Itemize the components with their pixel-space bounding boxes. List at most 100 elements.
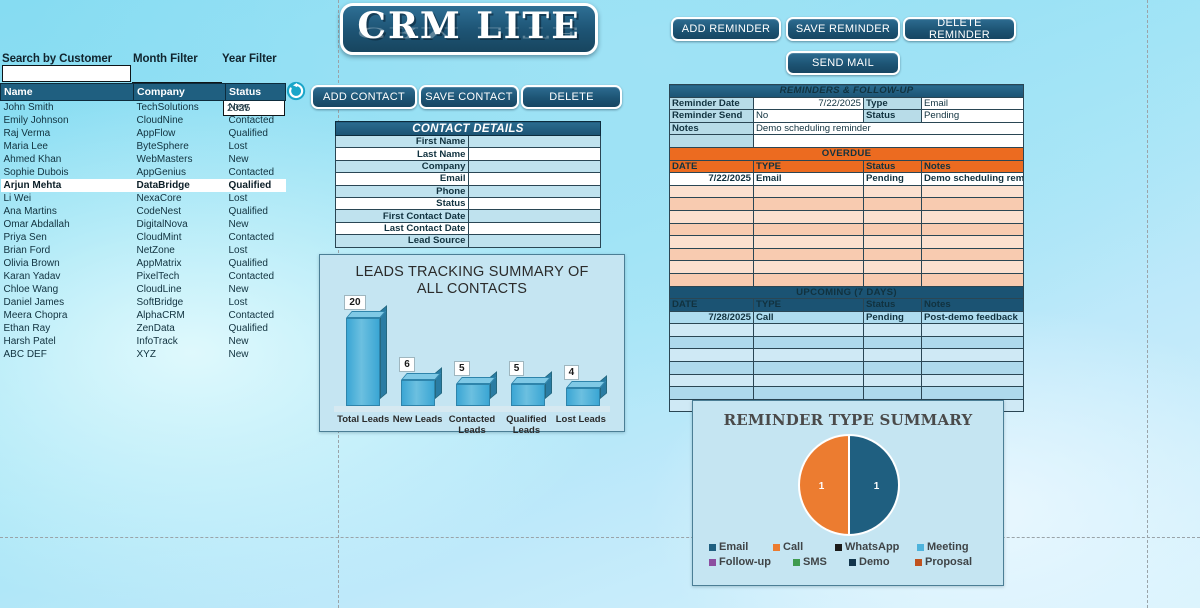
table-row[interactable]: Daniel James SoftBridge Lost bbox=[1, 296, 286, 309]
reminder-type-value[interactable]: Email bbox=[920, 96, 1025, 111]
contact-status: Lost bbox=[228, 297, 248, 308]
contact-company: NetZone bbox=[136, 245, 175, 256]
upcoming-row[interactable] bbox=[669, 348, 1025, 363]
table-row[interactable]: Ahmed Khan WebMasters New bbox=[1, 153, 286, 166]
table-row[interactable]: Priya Sen CloudMint Contacted bbox=[1, 231, 286, 244]
overdue-row-date bbox=[669, 184, 754, 199]
table-row[interactable]: Li Wei NexaCore Lost bbox=[1, 192, 286, 205]
pie-legend-item[interactable]: Call bbox=[773, 541, 835, 553]
overdue-row[interactable] bbox=[669, 184, 1025, 199]
reminder-status-value[interactable]: Pending bbox=[920, 109, 1025, 123]
contact-company: AppMatrix bbox=[136, 258, 182, 269]
overdue-row[interactable] bbox=[669, 209, 1025, 224]
contact-detail-label: First Contact Date bbox=[335, 209, 469, 223]
table-row[interactable]: John Smith TechSolutions New bbox=[1, 101, 286, 115]
overdue-row-date: 7/22/2025 bbox=[669, 172, 754, 186]
column-header-name[interactable]: Name bbox=[0, 83, 134, 101]
upcoming-row-date bbox=[669, 348, 754, 363]
contact-status: New bbox=[228, 219, 249, 230]
pie-slice[interactable] bbox=[798, 433, 850, 537]
table-row[interactable]: Karan Yadav PixelTech Contacted bbox=[1, 270, 286, 283]
upcoming-row[interactable] bbox=[669, 361, 1025, 375]
contact-detail-value[interactable] bbox=[467, 147, 601, 161]
month-filter-label: Month Filter bbox=[133, 53, 198, 65]
pie-legend-item[interactable]: Follow-up bbox=[709, 556, 793, 568]
delete-reminder-button[interactable]: DELETE REMINDER bbox=[903, 17, 1016, 41]
overdue-row[interactable]: 7/22/2025 Email Pending Demo scheduling rem… bbox=[669, 172, 1025, 186]
contact-name: Arjun Mehta bbox=[0, 179, 134, 192]
table-row[interactable]: Sophie Dubois AppGenius Contacted bbox=[1, 166, 286, 179]
contact-name: Li Wei bbox=[3, 193, 32, 204]
table-row[interactable]: Arjun Mehta DataBridge Qualified bbox=[0, 179, 286, 192]
table-row[interactable]: Ana Martins CodeNest Qualified bbox=[1, 205, 286, 218]
pie-slice[interactable] bbox=[848, 433, 900, 537]
bar-side-face bbox=[544, 371, 552, 399]
save-reminder-button[interactable]: SAVE REMINDER bbox=[786, 17, 900, 41]
contact-detail-value[interactable] bbox=[467, 196, 601, 211]
contact-detail-value[interactable] bbox=[467, 172, 601, 186]
refresh-icon[interactable] bbox=[286, 81, 306, 101]
reminders-title-row: REMINDERS & FOLLOW-UP bbox=[668, 84, 1025, 98]
table-row[interactable]: ABC DEF XYZ New bbox=[1, 348, 286, 361]
table-row[interactable]: Ethan Ray ZenData Qualified bbox=[1, 322, 286, 335]
contacts-table[interactable]: Name Company Status John Smith TechSoluti… bbox=[0, 83, 286, 361]
table-row[interactable]: Harsh Patel InfoTrack New bbox=[1, 335, 286, 348]
add-contact-button[interactable]: ADD CONTACT bbox=[311, 85, 417, 109]
overdue-row[interactable] bbox=[669, 222, 1025, 237]
reminder-notes-value[interactable]: Demo scheduling reminder bbox=[752, 121, 1025, 136]
legend-label: SMS bbox=[803, 556, 827, 568]
pie-legend-item[interactable]: Meeting bbox=[917, 541, 987, 553]
contact-status: Contacted bbox=[228, 271, 275, 282]
pie-legend-item[interactable]: Proposal bbox=[915, 556, 985, 568]
delete-contact-button[interactable]: DELETE bbox=[521, 85, 622, 109]
reminder-date-row: Reminder Date 7/22/2025 Type Email bbox=[669, 96, 1025, 111]
overdue-row[interactable] bbox=[669, 197, 1025, 211]
table-row[interactable]: Meera Chopra AlphaCRM Contacted bbox=[1, 309, 286, 322]
bar-data-label: 4 bbox=[563, 365, 580, 380]
contact-company: DataBridge bbox=[133, 179, 226, 192]
upcoming-row[interactable] bbox=[669, 386, 1025, 400]
column-header-status[interactable]: Status bbox=[225, 83, 286, 101]
upcoming-row[interactable] bbox=[669, 335, 1025, 350]
pie-legend-item[interactable]: WhatsApp bbox=[835, 541, 917, 553]
upcoming-row[interactable] bbox=[669, 323, 1025, 337]
overdue-row[interactable] bbox=[669, 260, 1025, 274]
contact-detail-value[interactable] bbox=[467, 184, 601, 198]
search-input[interactable] bbox=[2, 65, 131, 82]
pie-legend-item[interactable]: SMS bbox=[793, 556, 849, 568]
overdue-row[interactable] bbox=[669, 235, 1025, 249]
table-row[interactable]: Omar Abdallah DigitalNova New bbox=[1, 218, 286, 231]
pie-legend-item[interactable]: Email bbox=[709, 541, 773, 553]
upcoming-row[interactable] bbox=[669, 373, 1025, 388]
table-row[interactable]: Maria Lee ByteSphere Lost bbox=[1, 140, 286, 153]
upcoming-row-date bbox=[669, 335, 754, 350]
bar-data-label: 6 bbox=[399, 357, 415, 372]
column-header-company[interactable]: Company bbox=[133, 83, 226, 101]
pie-legend-item[interactable]: Demo bbox=[849, 556, 915, 568]
reminder-date-value[interactable]: 7/22/2025 bbox=[753, 96, 864, 111]
reminder-notes-label: Notes bbox=[669, 121, 754, 136]
contact-detail-value[interactable] bbox=[467, 134, 601, 149]
contact-detail-value[interactable] bbox=[467, 221, 601, 236]
add-reminder-button[interactable]: ADD REMINDER bbox=[671, 17, 781, 41]
upcoming-row[interactable]: 7/28/2025 Call Pending Post-demo feedback bbox=[669, 310, 1025, 325]
reminder-send-value[interactable]: No bbox=[753, 109, 864, 123]
contact-detail-row: Status bbox=[335, 196, 601, 211]
table-row[interactable]: Olivia Brown AppMatrix Qualified bbox=[1, 257, 286, 270]
table-row[interactable]: Brian Ford NetZone Lost bbox=[1, 244, 286, 257]
overdue-row[interactable] bbox=[669, 272, 1025, 287]
pie-svg: 11 bbox=[798, 433, 900, 537]
contact-detail-value[interactable] bbox=[467, 209, 601, 223]
table-row[interactable]: Raj Verma AppFlow Qualified bbox=[1, 127, 286, 140]
overdue-row-type bbox=[753, 209, 864, 224]
page-break-vertical-2 bbox=[1147, 0, 1148, 608]
table-row[interactable]: Emily Johnson CloudNine Contacted bbox=[1, 114, 286, 127]
contact-detail-value[interactable] bbox=[467, 234, 601, 248]
contact-name: Ahmed Khan bbox=[3, 154, 62, 165]
overdue-row[interactable] bbox=[669, 247, 1025, 262]
save-contact-button[interactable]: SAVE CONTACT bbox=[419, 85, 519, 109]
contact-company: ByteSphere bbox=[136, 141, 189, 152]
table-row[interactable]: Chloe Wang CloudLine New bbox=[1, 283, 286, 296]
send-mail-button[interactable]: SEND MAIL bbox=[786, 51, 900, 75]
contact-detail-value[interactable] bbox=[467, 159, 601, 174]
